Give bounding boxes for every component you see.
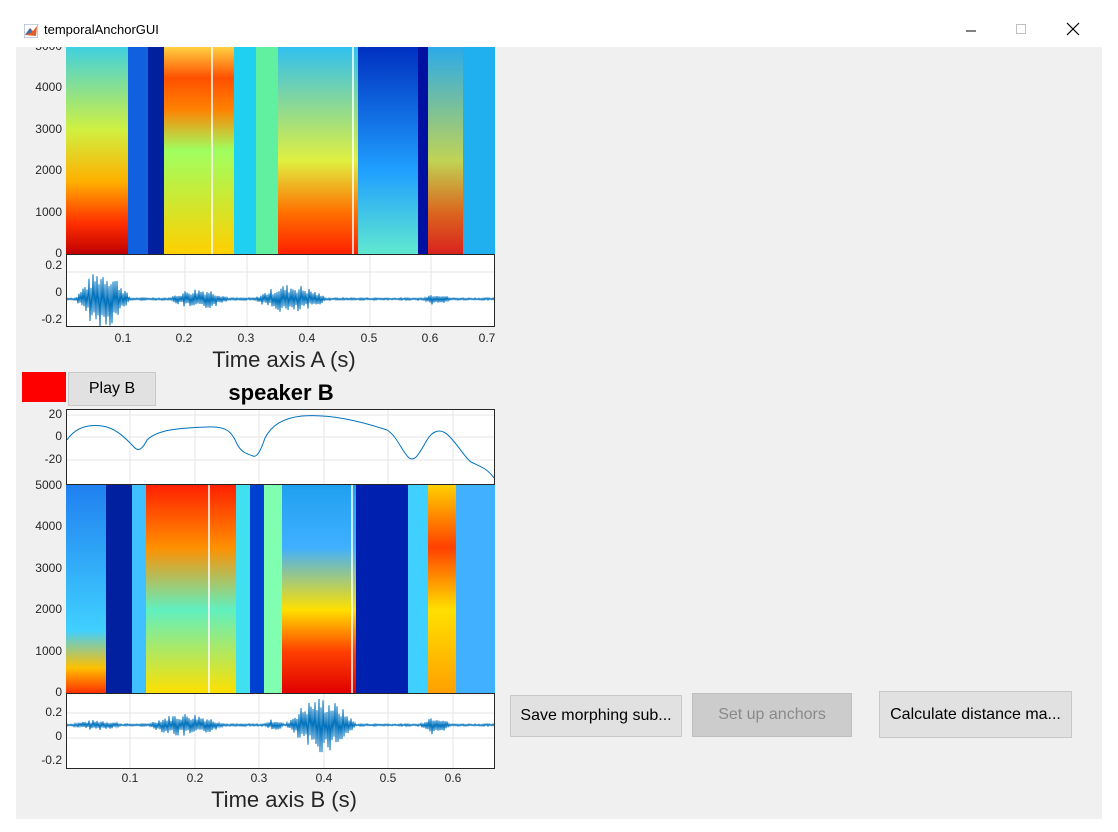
minimize-icon bbox=[966, 30, 976, 32]
spectrogram-a-ytick: 4000 bbox=[35, 80, 62, 94]
spectrogram-b-ytick: 5000 bbox=[35, 478, 62, 492]
set-up-anchors-button[interactable]: Set up anchors bbox=[692, 693, 852, 737]
time-axis-a-tick: 0.1 bbox=[114, 331, 132, 345]
maximize-button[interactable] bbox=[998, 14, 1044, 44]
pitch-b-ytick: 0 bbox=[55, 429, 62, 443]
time-axis-a-tick: 0.2 bbox=[175, 331, 193, 345]
pitch-b-ytick: -20 bbox=[44, 452, 62, 466]
title-bar: temporalAnchorGUI bbox=[0, 0, 1118, 47]
waveform-a-ytick: 0 bbox=[55, 285, 62, 299]
time-axis-a-tick: 0.6 bbox=[421, 331, 439, 345]
waveform-b-plot bbox=[66, 694, 495, 768]
time-axis-b-tick: 0.5 bbox=[379, 771, 397, 785]
window-title: temporalAnchorGUI bbox=[44, 22, 159, 37]
spectrogram-b-ytick: 1000 bbox=[35, 644, 62, 658]
pitch-b-ytick: 20 bbox=[48, 407, 62, 421]
time-axis-a-tick: 0.4 bbox=[298, 331, 316, 345]
calculate-distance-button[interactable]: Calculate distance ma... bbox=[879, 691, 1072, 738]
close-icon bbox=[1066, 22, 1080, 36]
time-axis-b-tick: 0.3 bbox=[250, 771, 268, 785]
speaker-b-title: speaker B bbox=[228, 380, 334, 405]
spectrogram-a-ytick: 0 bbox=[55, 246, 62, 260]
time-axis-a-tick: 0.7 bbox=[478, 331, 496, 345]
time-axis-b-tick: 0.1 bbox=[121, 771, 139, 785]
waveform-b-ytick: 0 bbox=[55, 729, 62, 743]
minimize-button[interactable] bbox=[948, 14, 994, 44]
pitch-b-plot bbox=[66, 410, 495, 484]
speaker-color-swatch[interactable] bbox=[22, 372, 66, 402]
figure-area: 5000 4000 3000 2000 1000 0 0.2 0 -0.2 0.… bbox=[16, 47, 1102, 819]
spectrogram-a-ytick: 3000 bbox=[35, 122, 62, 136]
pitch-b-axes[interactable] bbox=[66, 409, 495, 485]
waveform-b-ytick: 0.2 bbox=[45, 705, 62, 719]
close-button[interactable] bbox=[1050, 14, 1096, 44]
spectrogram-a-ytick: 5000 bbox=[22, 47, 62, 53]
spectrogram-a[interactable] bbox=[66, 47, 495, 254]
time-axis-a-tick: 0.5 bbox=[360, 331, 378, 345]
spectrogram-b[interactable] bbox=[66, 485, 495, 693]
play-b-button[interactable]: Play B bbox=[68, 372, 156, 406]
time-axis-a-label: Time axis A (s) bbox=[212, 347, 356, 372]
waveform-a-ytick: -0.2 bbox=[41, 312, 62, 326]
waveform-b-ytick: -0.2 bbox=[41, 753, 62, 767]
maximize-icon bbox=[1016, 24, 1026, 34]
waveform-a-plot bbox=[66, 255, 495, 329]
save-morphing-button[interactable]: Save morphing sub... bbox=[510, 695, 682, 737]
time-axis-b-tick: 0.2 bbox=[186, 771, 204, 785]
waveform-b-axes[interactable] bbox=[66, 693, 495, 769]
spectrogram-b-image bbox=[66, 485, 495, 693]
time-axis-b-tick: 0.4 bbox=[315, 771, 333, 785]
time-axis-a-tick: 0.3 bbox=[237, 331, 255, 345]
waveform-a-axes[interactable] bbox=[66, 254, 495, 329]
spectrogram-a-ytick: 2000 bbox=[35, 163, 62, 177]
matlab-app-icon bbox=[24, 24, 38, 38]
spectrogram-a-ytick: 1000 bbox=[35, 205, 62, 219]
time-axis-b-tick: 0.6 bbox=[444, 771, 462, 785]
spectrogram-b-ytick: 3000 bbox=[35, 561, 62, 575]
spectrogram-b-ytick: 2000 bbox=[35, 602, 62, 616]
time-axis-b-label: Time axis B (s) bbox=[211, 787, 357, 812]
spectrogram-b-ytick: 4000 bbox=[35, 519, 62, 533]
spectrogram-b-ytick: 0 bbox=[55, 685, 62, 699]
waveform-a-ytick: 0.2 bbox=[45, 258, 62, 272]
spectrogram-a-image bbox=[66, 47, 495, 254]
